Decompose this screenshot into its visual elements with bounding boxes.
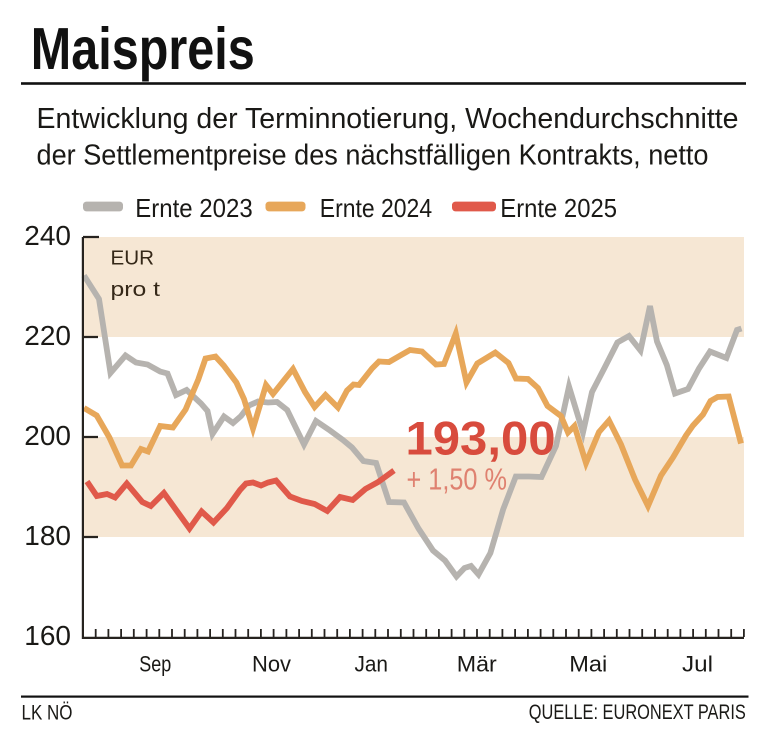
svg-text:Maispreis: Maispreis [31, 16, 255, 82]
svg-text:Nov: Nov [252, 652, 292, 677]
svg-text:Mai: Mai [569, 652, 607, 677]
svg-text:160: 160 [24, 620, 71, 651]
svg-text:pro t: pro t [111, 278, 161, 301]
svg-text:Jan: Jan [354, 652, 388, 677]
svg-text:Entwicklung der Terminnotierun: Entwicklung der Terminnotierung, Wochend… [37, 103, 739, 135]
svg-text:der Settlementpreise des nächs: der Settlementpreise des nächstfälligen … [37, 140, 709, 172]
svg-text:+ 1,50 %: + 1,50 % [407, 462, 508, 497]
svg-text:Ernte 2023: Ernte 2023 [135, 193, 252, 223]
svg-text:Mär: Mär [457, 652, 498, 677]
svg-text:200: 200 [24, 420, 71, 451]
svg-text:Sep: Sep [139, 652, 171, 677]
svg-text:Ernte 2025: Ernte 2025 [500, 193, 617, 223]
svg-text:180: 180 [24, 520, 71, 551]
svg-text:LK NÖ: LK NÖ [22, 701, 73, 725]
svg-text:193,00: 193,00 [406, 412, 556, 465]
svg-text:240: 240 [24, 220, 71, 251]
svg-text:Jul: Jul [682, 652, 713, 677]
svg-text:EUR: EUR [111, 246, 155, 269]
svg-text:QUELLE: EURONEXT PARIS: QUELLE: EURONEXT PARIS [529, 701, 746, 724]
svg-text:220: 220 [24, 320, 71, 351]
svg-text:Ernte 2024: Ernte 2024 [320, 193, 432, 223]
